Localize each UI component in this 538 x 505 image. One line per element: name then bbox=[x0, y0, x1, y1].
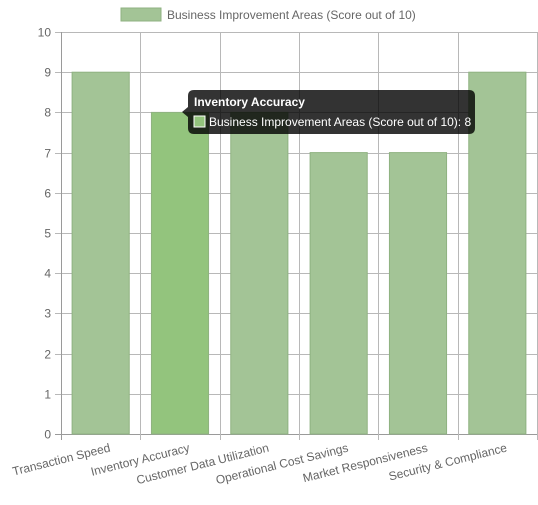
tooltip: Inventory Accuracy Business Improvement … bbox=[182, 90, 475, 134]
bar[interactable] bbox=[388, 152, 448, 435]
y-tick-label: 6 bbox=[44, 187, 51, 201]
y-tick-label: 8 bbox=[44, 106, 51, 120]
legend-swatch bbox=[120, 7, 162, 22]
y-tick-label: 9 bbox=[44, 66, 51, 80]
y-tick-label: 2 bbox=[44, 348, 51, 362]
y-tick-label: 3 bbox=[44, 307, 51, 321]
bar[interactable] bbox=[150, 111, 210, 435]
legend[interactable]: Business Improvement Areas (Score out of… bbox=[120, 7, 416, 22]
y-tick-label: 0 bbox=[44, 428, 51, 442]
bar[interactable] bbox=[230, 111, 289, 435]
tooltip-swatch bbox=[193, 115, 206, 128]
tooltip-title: Inventory Accuracy bbox=[194, 95, 305, 109]
legend-label: Business Improvement Areas (Score out of… bbox=[167, 8, 416, 22]
tooltip-body: Business Improvement Areas (Score out of… bbox=[209, 115, 471, 129]
y-tick-label: 4 bbox=[44, 267, 51, 281]
bar[interactable] bbox=[468, 71, 527, 435]
y-tick-label: 5 bbox=[44, 227, 51, 241]
y-tick-label: 7 bbox=[44, 147, 51, 161]
bar[interactable] bbox=[309, 152, 368, 435]
y-tick-label: 10 bbox=[38, 26, 52, 40]
bar[interactable] bbox=[71, 71, 130, 435]
tooltip-box bbox=[182, 90, 475, 134]
bars bbox=[71, 71, 527, 435]
y-axis-ticks: 0 1 2 3 4 5 6 7 8 9 10 bbox=[38, 26, 52, 442]
y-tick-label: 1 bbox=[44, 388, 51, 402]
